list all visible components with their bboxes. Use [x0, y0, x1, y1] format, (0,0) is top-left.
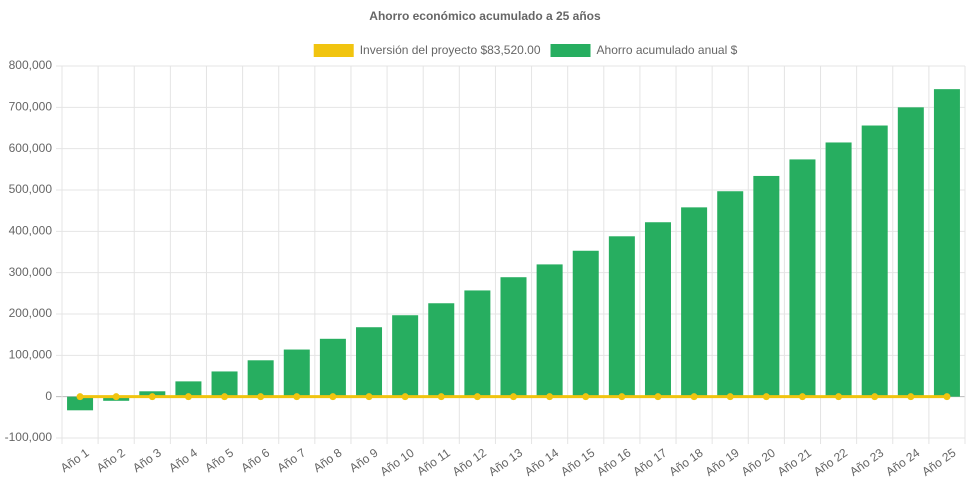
bar: [211, 371, 238, 397]
bar: [608, 236, 635, 397]
bar: [175, 381, 202, 397]
x-tick-label: Año 21: [775, 445, 814, 478]
line-point: [762, 393, 770, 401]
y-tick-label: -100,000: [5, 430, 53, 444]
y-tick-label: 300,000: [9, 265, 53, 279]
x-tick-label: Año 12: [450, 445, 489, 478]
y-tick-label: 600,000: [9, 141, 53, 155]
x-tick-label: Año 13: [486, 445, 525, 478]
bar: [717, 191, 744, 397]
x-tick-label: Año 1: [58, 445, 92, 475]
y-tick-label: 200,000: [9, 306, 53, 320]
line-point: [329, 393, 337, 401]
y-tick-label: 800,000: [9, 58, 53, 72]
line-point: [257, 393, 265, 401]
bar: [536, 264, 563, 397]
line-point: [907, 393, 915, 401]
line-point: [835, 393, 843, 401]
x-tick-label: Año 6: [238, 445, 272, 475]
bar: [644, 222, 671, 397]
line-point: [473, 393, 481, 401]
bar: [933, 89, 960, 397]
y-tick-label: 700,000: [9, 100, 53, 114]
line-point: [618, 393, 626, 401]
line-point: [582, 393, 590, 401]
bar: [897, 107, 924, 397]
bar: [789, 159, 816, 397]
line-point: [148, 393, 156, 401]
x-tick-label: Año 23: [847, 445, 886, 478]
bar: [572, 250, 599, 397]
x-tick-label: Año 14: [522, 445, 561, 478]
bar: [464, 290, 491, 397]
bar: [247, 360, 274, 397]
x-tick-label: Año 2: [94, 445, 128, 475]
line-point: [726, 393, 734, 401]
bar: [753, 175, 780, 397]
x-tick-label: Año 17: [630, 445, 669, 478]
line-point: [690, 393, 698, 401]
x-tick-label: Año 25: [919, 445, 958, 478]
bar: [861, 125, 888, 397]
bar: [825, 142, 852, 397]
bar: [428, 303, 455, 397]
x-tick-label: Año 8: [311, 445, 345, 475]
chart-title: Ahorro económico acumulado a 25 años: [369, 9, 601, 23]
line-point: [943, 393, 951, 401]
x-tick-label: Año 9: [347, 445, 381, 475]
x-tick-label: Año 19: [703, 445, 742, 478]
line-point: [401, 393, 409, 401]
line-point: [654, 393, 662, 401]
x-tick-label: Año 16: [594, 445, 633, 478]
line-point: [293, 393, 301, 401]
legend-swatch: [313, 44, 354, 57]
x-tick-label: Año 22: [811, 445, 850, 478]
x-tick-label: Año 3: [130, 445, 164, 475]
x-tick-label: Año 10: [377, 445, 416, 478]
legend-label: Inversión del proyecto $83,520.00: [360, 43, 541, 57]
x-tick-label: Año 7: [275, 445, 309, 475]
line-point: [365, 393, 373, 401]
x-tick-label: Año 24: [883, 445, 922, 478]
y-tick-label: 0: [45, 389, 52, 403]
line-point: [510, 393, 517, 401]
x-tick-label: Año 11: [414, 445, 453, 478]
bar: [319, 338, 346, 397]
bar: [500, 277, 527, 397]
y-tick-label: 100,000: [9, 348, 53, 362]
x-tick-label: Año 5: [202, 445, 236, 475]
x-tick-label: Año 4: [166, 445, 200, 475]
line-point: [112, 393, 120, 401]
x-tick-label: Año 18: [666, 445, 705, 478]
line-point: [546, 393, 554, 401]
bar: [283, 349, 310, 397]
line-point: [437, 393, 445, 401]
bar: [356, 327, 383, 397]
line-point: [184, 393, 192, 401]
legend-label: Ahorro acumulado anual $: [597, 43, 738, 57]
line-point: [871, 393, 879, 401]
line-point: [798, 393, 806, 401]
legend-swatch: [550, 44, 591, 57]
line-point: [76, 393, 84, 401]
x-tick-label: Año 20: [739, 445, 778, 478]
bar: [67, 396, 94, 411]
line-point: [221, 393, 229, 401]
y-tick-label: 500,000: [9, 182, 53, 196]
y-tick-label: 400,000: [9, 224, 53, 238]
bar: [392, 315, 419, 397]
bar: [681, 207, 708, 397]
x-tick-label: Año 15: [558, 445, 597, 478]
